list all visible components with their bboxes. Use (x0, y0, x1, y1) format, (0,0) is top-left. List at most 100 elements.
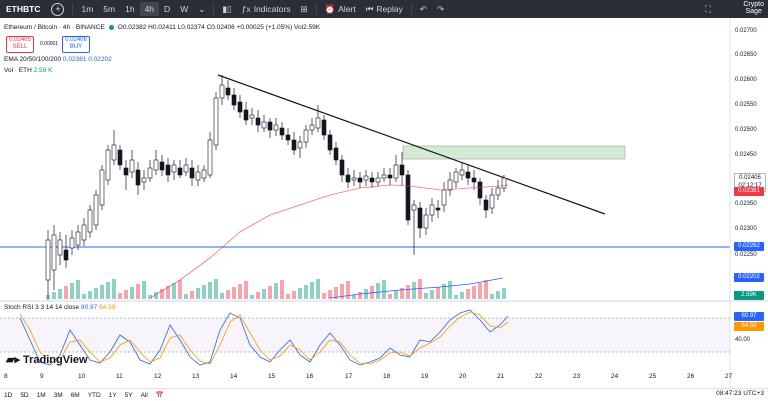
redo-button[interactable]: ↷ (432, 0, 449, 18)
candle-body[interactable] (363, 175, 369, 181)
candle-body[interactable] (57, 239, 63, 256)
candle-body[interactable] (75, 231, 81, 246)
sell-button[interactable]: 0.02405 SELL (6, 36, 34, 53)
candle-body[interactable] (405, 174, 411, 221)
candle-body[interactable] (459, 169, 465, 176)
candle-body[interactable] (327, 134, 333, 151)
candle-body[interactable] (279, 127, 285, 136)
candle-body[interactable] (291, 139, 297, 151)
undo-button[interactable]: ↶ (415, 0, 432, 18)
candle-body[interactable] (411, 204, 417, 211)
candle-body[interactable] (87, 209, 93, 233)
tf-w[interactable]: W (180, 4, 189, 14)
candle-body[interactable] (81, 224, 87, 241)
layout-button[interactable]: ⊞ (296, 0, 313, 18)
compare-button[interactable]: + (46, 0, 69, 18)
candle-body[interactable] (453, 171, 459, 183)
tf-4h[interactable]: 4h (139, 2, 160, 16)
tf-5m[interactable]: 5m (103, 4, 116, 14)
utc-clock[interactable]: 08:47:23 UTC+3 (716, 390, 764, 397)
candle-body[interactable] (225, 87, 231, 96)
tf-1m[interactable]: 1m (81, 4, 94, 14)
alert-button[interactable]: ⏰ Alert (320, 0, 361, 18)
candle-body[interactable] (477, 181, 483, 199)
range-all[interactable]: All (140, 391, 148, 399)
trend-line[interactable] (217, 74, 606, 215)
candle-body[interactable] (69, 237, 75, 249)
candle-body[interactable] (483, 199, 489, 211)
candle-body[interactable] (207, 139, 213, 176)
candle-body[interactable] (213, 97, 219, 146)
candle-body[interactable] (375, 177, 381, 183)
candle-body[interactable] (309, 124, 315, 131)
tf-d[interactable]: D (164, 4, 171, 14)
price-chart[interactable] (0, 18, 768, 388)
candle-body[interactable] (237, 101, 243, 113)
candle-body[interactable] (117, 149, 123, 166)
buy-button[interactable]: 0.02406 BUY (62, 36, 90, 53)
range-5y[interactable]: 5Y (124, 391, 133, 399)
candle-body[interactable] (99, 169, 105, 206)
candle-body[interactable] (399, 164, 405, 176)
candle-body[interactable] (339, 159, 345, 176)
candle-body[interactable] (381, 174, 387, 179)
candle-body[interactable] (129, 159, 135, 173)
candle-body[interactable] (243, 109, 249, 121)
candle-body[interactable] (63, 249, 69, 261)
candle-body[interactable] (285, 134, 291, 141)
candle-body[interactable] (93, 194, 99, 226)
candle-body[interactable] (171, 164, 177, 173)
candle-body[interactable] (45, 239, 51, 281)
candle-body[interactable] (249, 114, 255, 119)
candle-body[interactable] (495, 187, 501, 196)
candle-body[interactable] (369, 177, 375, 183)
tradingview-logo[interactable]: ▰▸ TradingView (6, 353, 88, 367)
candle-body[interactable] (135, 169, 141, 186)
candle-body[interactable] (303, 129, 309, 143)
candle-body[interactable] (273, 124, 279, 131)
candle-body[interactable] (177, 167, 183, 176)
rsi-legend[interactable]: Stoch RSI 3 3 14 14 close 80.97 64.59 (4, 304, 115, 311)
candle-body[interactable] (183, 164, 189, 173)
volume-legend[interactable]: Vol · ETH 2.59 K (4, 67, 52, 74)
candle-body[interactable] (105, 149, 111, 181)
range-ytd[interactable]: YTD (87, 391, 101, 399)
candle-body[interactable] (471, 177, 477, 183)
candle-body[interactable] (141, 177, 147, 183)
candle-body[interactable] (219, 84, 225, 99)
candle-body[interactable] (315, 117, 321, 129)
candle-body[interactable] (333, 147, 339, 161)
range-5d[interactable]: 5D (20, 391, 29, 399)
bar-style-button[interactable]: ▮▯ (217, 0, 236, 18)
calendar-icon[interactable]: 📅 (155, 392, 164, 399)
candle-body[interactable] (465, 171, 471, 179)
fullscreen-button[interactable]: ⛶ (700, 0, 716, 18)
candle-body[interactable] (441, 189, 447, 206)
candle-body[interactable] (417, 207, 423, 229)
candle-body[interactable] (147, 167, 153, 179)
candle-body[interactable] (357, 177, 363, 183)
candle-body[interactable] (261, 121, 267, 129)
candle-body[interactable] (165, 164, 171, 176)
range-3m[interactable]: 3M (53, 391, 63, 399)
candle-body[interactable] (429, 204, 435, 216)
candle-body[interactable] (189, 167, 195, 179)
candle-body[interactable] (393, 164, 399, 179)
range-1m[interactable]: 1M (36, 391, 46, 399)
candle-body[interactable] (153, 159, 159, 171)
tf-1h[interactable]: 1h (125, 4, 135, 14)
candle-body[interactable] (501, 177, 507, 189)
candle-body[interactable] (201, 169, 207, 179)
candle-body[interactable] (51, 234, 57, 271)
candle-body[interactable] (159, 161, 165, 171)
candle-body[interactable] (435, 207, 441, 211)
resistance-zone[interactable] (402, 145, 626, 160)
candle-body[interactable] (345, 174, 351, 183)
range-1y[interactable]: 1Y (108, 391, 117, 399)
candle-body[interactable] (255, 117, 261, 126)
ema-legend[interactable]: EMA 20/50/100/200 0.02381 0.02202 (4, 56, 112, 63)
candle-body[interactable] (489, 194, 495, 209)
candle-body[interactable] (123, 167, 129, 176)
candle-body[interactable] (387, 174, 393, 179)
candle-body[interactable] (231, 94, 237, 106)
